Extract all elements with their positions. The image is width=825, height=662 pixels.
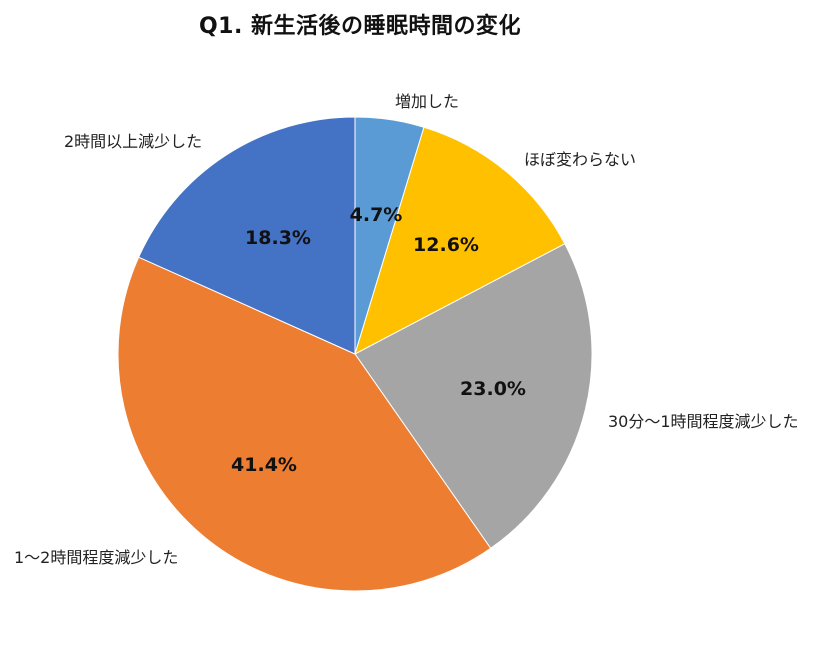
category-label-2h-plus-decrease: 2時間以上減少した: [64, 132, 203, 151]
category-label-increased: 増加した: [395, 92, 460, 111]
value-label-30min-1h-decrease: 23.0%: [460, 378, 526, 400]
category-label-30min-1h-decrease: 30分〜1時間程度減少した: [608, 412, 799, 431]
category-label-1-2h-decrease: 1〜2時間程度減少した: [14, 548, 179, 567]
value-label-unchanged: 12.6%: [413, 234, 479, 256]
pie-slice-2h-plus-decrease: [138, 116, 356, 355]
pie-slice-unchanged: [354, 126, 566, 355]
value-label-2h-plus-decrease: 18.3%: [245, 227, 311, 249]
pie-slice-1-2h-decrease: [117, 256, 492, 592]
pie-slice-30min-1h-decrease: [354, 243, 593, 550]
value-label-increased: 4.7%: [349, 204, 403, 226]
value-label-1-2h-decrease: 41.4%: [231, 454, 297, 476]
chart-title: Q1. 新生活後の睡眠時間の変化: [198, 14, 522, 39]
category-label-unchanged: ほぼ変わらない: [524, 150, 637, 169]
